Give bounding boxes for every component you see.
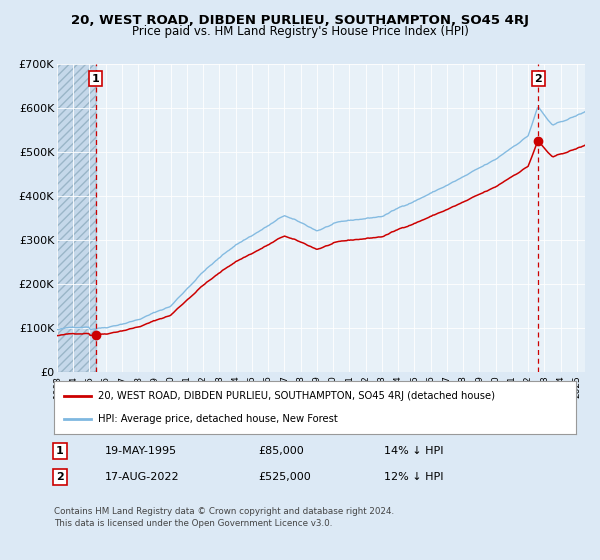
Text: 14% ↓ HPI: 14% ↓ HPI bbox=[384, 446, 443, 456]
Text: 1: 1 bbox=[56, 446, 64, 456]
Bar bbox=[57, 64, 95, 372]
Bar bbox=[57, 64, 95, 372]
Text: £525,000: £525,000 bbox=[258, 472, 311, 482]
Text: 2: 2 bbox=[535, 73, 542, 83]
Text: Contains HM Land Registry data © Crown copyright and database right 2024.
This d: Contains HM Land Registry data © Crown c… bbox=[54, 507, 394, 528]
Text: 1: 1 bbox=[92, 73, 100, 83]
Text: 2: 2 bbox=[56, 472, 64, 482]
Text: Price paid vs. HM Land Registry's House Price Index (HPI): Price paid vs. HM Land Registry's House … bbox=[131, 25, 469, 38]
Text: HPI: Average price, detached house, New Forest: HPI: Average price, detached house, New … bbox=[98, 414, 338, 424]
Text: 12% ↓ HPI: 12% ↓ HPI bbox=[384, 472, 443, 482]
Text: 20, WEST ROAD, DIBDEN PURLIEU, SOUTHAMPTON, SO45 4RJ: 20, WEST ROAD, DIBDEN PURLIEU, SOUTHAMPT… bbox=[71, 14, 529, 27]
Text: 17-AUG-2022: 17-AUG-2022 bbox=[105, 472, 179, 482]
Text: 19-MAY-1995: 19-MAY-1995 bbox=[105, 446, 177, 456]
Text: £85,000: £85,000 bbox=[258, 446, 304, 456]
Text: 20, WEST ROAD, DIBDEN PURLIEU, SOUTHAMPTON, SO45 4RJ (detached house): 20, WEST ROAD, DIBDEN PURLIEU, SOUTHAMPT… bbox=[98, 391, 496, 401]
